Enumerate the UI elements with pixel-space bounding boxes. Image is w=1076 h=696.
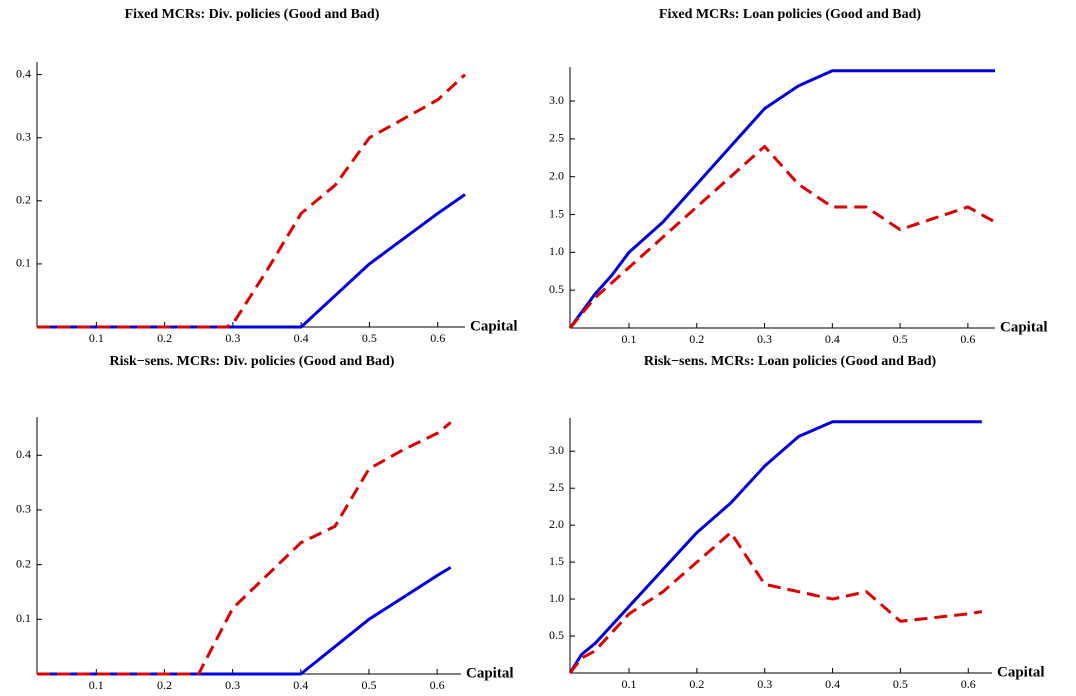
- x-axis-label: Capital: [470, 318, 518, 334]
- x-tick-label: 0.6: [960, 332, 975, 346]
- y-tick-label: 0.1: [16, 256, 31, 270]
- x-tick-label: 0.2: [157, 678, 172, 692]
- y-tick-label: 0.4: [16, 66, 31, 80]
- y-tick-label: 3.0: [549, 443, 564, 457]
- y-tick-label: 2.0: [549, 168, 564, 182]
- series-line: [37, 73, 467, 329]
- y-tick-label: 0.3: [16, 502, 31, 516]
- y-tick-label: 0.2: [16, 193, 31, 207]
- x-tick-label: 0.3: [757, 677, 772, 691]
- series-line: [568, 144, 996, 329]
- x-tick-label: 0.2: [689, 332, 704, 346]
- x-tick-label: 0.5: [893, 677, 908, 691]
- x-tick-label: 0.1: [89, 678, 104, 692]
- x-tick-label: 0.5: [362, 331, 377, 345]
- x-tick-label: 0.4: [825, 332, 840, 346]
- series-line: [568, 420, 982, 674]
- x-tick-label: 0.1: [622, 677, 637, 691]
- x-tick-label: 0.2: [157, 331, 172, 345]
- x-tick-label: 0.6: [961, 677, 976, 691]
- x-tick-label: 0.1: [621, 332, 636, 346]
- x-tick-label: 0.5: [893, 332, 908, 346]
- series-line: [37, 193, 466, 329]
- x-tick-label: 0.1: [89, 331, 104, 345]
- y-tick-label: 2.0: [549, 517, 564, 531]
- y-tick-label: 0.5: [549, 282, 564, 296]
- y-tick-label: 2.5: [549, 480, 564, 494]
- series-line: [37, 566, 452, 676]
- x-tick-label: 0.6: [430, 678, 445, 692]
- x-tick-label: 0.4: [294, 331, 309, 345]
- y-tick-label: 1.0: [549, 244, 564, 258]
- y-tick-label: 1.5: [549, 206, 564, 220]
- y-tick-label: 0.3: [16, 129, 31, 143]
- chart-title: Fixed MCRs: Div. policies (Good and Bad): [125, 7, 380, 22]
- y-tick-label: 0.2: [16, 556, 31, 570]
- x-axis-label: Capital: [466, 665, 514, 681]
- series-line: [37, 421, 452, 676]
- y-tick-label: 0.5: [549, 628, 564, 642]
- x-tick-label: 0.4: [825, 677, 840, 691]
- x-tick-label: 0.6: [430, 331, 445, 345]
- y-tick-label: 3.0: [549, 93, 564, 107]
- x-tick-label: 0.3: [225, 678, 240, 692]
- x-tick-label: 0.4: [293, 678, 308, 692]
- y-tick-label: 2.5: [549, 131, 564, 145]
- x-tick-label: 0.2: [689, 677, 704, 691]
- x-tick-label: 0.5: [361, 678, 376, 692]
- chart-title: Fixed MCRs: Loan policies (Good and Bad): [659, 7, 921, 22]
- x-axis-label: Capital: [1000, 319, 1048, 335]
- chart-title: Risk−sens. MCRs: Div. policies (Good and…: [110, 354, 395, 369]
- x-tick-label: 0.3: [225, 331, 240, 345]
- y-tick-label: 1.5: [549, 554, 564, 568]
- y-tick-label: 0.1: [16, 611, 31, 625]
- y-tick-label: 1.0: [549, 591, 564, 605]
- x-axis-label: Capital: [997, 664, 1045, 680]
- chart-title: Risk−sens. MCRs: Loan policies (Good and…: [644, 354, 937, 369]
- y-tick-label: 0.4: [16, 447, 31, 461]
- series-line: [568, 531, 983, 674]
- x-tick-label: 0.3: [757, 332, 772, 346]
- series-line: [568, 69, 995, 329]
